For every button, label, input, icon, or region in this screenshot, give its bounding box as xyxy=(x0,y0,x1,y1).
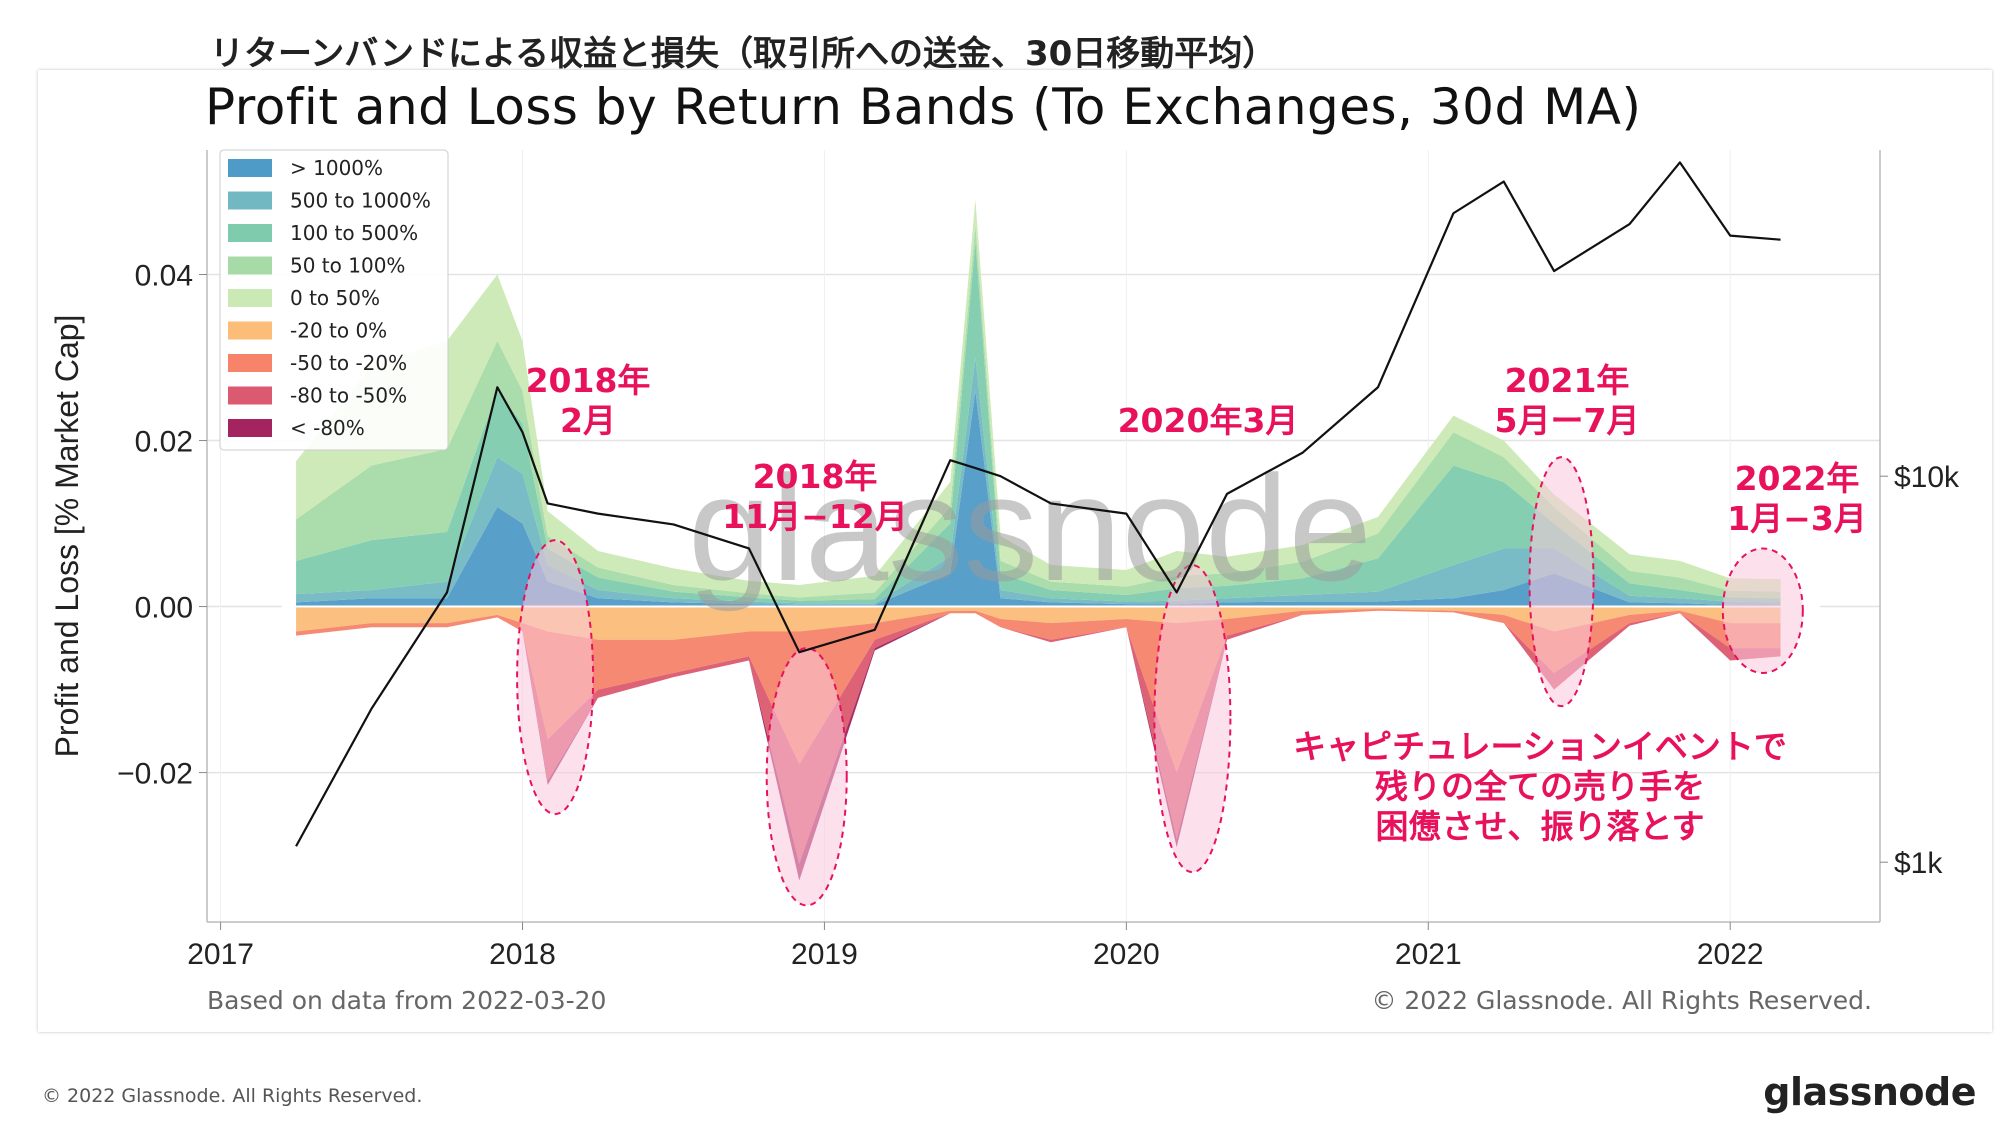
area-20-to-0 xyxy=(296,606,1781,640)
legend-box xyxy=(219,149,449,451)
area-100-to-500 xyxy=(296,241,1781,604)
price-line xyxy=(295,161,1781,847)
annotation-may-jul-2021: 2021年 xyxy=(1505,361,1630,400)
highlight-nov-dec-2018 xyxy=(765,647,848,907)
legend-swatch xyxy=(228,159,272,177)
y2-tick-label: $1k xyxy=(1894,847,1943,880)
chart-title: Profit and Loss by Return Bands (To Exch… xyxy=(205,78,1642,136)
japanese-title: リターンバンドによる収益と損失（取引所への送金、30日移動平均） xyxy=(210,34,1277,74)
legend-swatch xyxy=(228,191,272,210)
y-tick-label: 0.02 xyxy=(135,426,193,459)
annotation-may-jul-2021: 5月ー7月 xyxy=(1495,401,1640,440)
page-copyright: © 2022 Glassnode. All Rights Reserved. xyxy=(42,1085,423,1107)
data-date-note: Based on data from 2022-03-20 xyxy=(207,986,607,1015)
legend-label: 0 to 50% xyxy=(290,286,380,310)
annotation-capitulation-note: 困憊させ、振り落とす xyxy=(1375,807,1704,846)
legend-swatch xyxy=(228,321,272,340)
legend-label: 100 to 500% xyxy=(290,221,418,245)
brand-logo: glassnode xyxy=(1763,1070,1976,1114)
x-tick-label: 2021 xyxy=(1395,938,1462,971)
legend-swatch xyxy=(228,289,272,307)
annotation-nov-dec-2018: 2018年 xyxy=(753,457,878,496)
y-tick-label: 0.00 xyxy=(135,592,193,625)
event-highlights xyxy=(516,456,1804,907)
legend-swatch xyxy=(228,224,272,242)
annotation-mar-2020: 2020年3月 xyxy=(1118,401,1299,440)
legend-swatch xyxy=(228,354,272,372)
annotation-capitulation-note: キャピチュレーションイベントで xyxy=(1293,727,1787,766)
legend-label: < -80% xyxy=(290,416,365,440)
x-tick-label: 2019 xyxy=(791,938,858,971)
x-tick-label: 2022 xyxy=(1697,938,1764,971)
legend-label: 50 to 100% xyxy=(290,254,405,278)
y-tick-label: 0.04 xyxy=(135,260,193,293)
highlight-mar-2020 xyxy=(1153,564,1232,874)
annotation-feb-2018: 2月 xyxy=(560,401,616,440)
legend-label: -20 to 0% xyxy=(290,319,387,343)
price-line-group xyxy=(295,161,1781,847)
legend-label: -50 to -20% xyxy=(290,351,407,375)
x-tick-label: 2020 xyxy=(1093,938,1160,971)
annotations: 2018年2月2018年11月−12月2020年3月2021年5月ー7月2022… xyxy=(526,361,1867,846)
area-50-to-100 xyxy=(296,224,1781,601)
legend-swatch xyxy=(228,386,272,405)
legend-label: 500 to 1000% xyxy=(290,189,431,213)
chart-copyright: © 2022 Glassnode. All Rights Reserved. xyxy=(1371,986,1872,1015)
annotation-nov-dec-2018: 11月−12月 xyxy=(722,497,908,536)
y2-tick-label: $10k xyxy=(1894,461,1960,494)
highlight-may-jul-2021 xyxy=(1528,456,1595,708)
annotation-jan-mar-2022: 1月−3月 xyxy=(1727,499,1867,538)
annotation-capitulation-note: 残りの全ての売り手を xyxy=(1375,767,1705,806)
axes: −0.02 0.00 0.02 0.04 2017 2018 2019 2020 2021 202… xyxy=(49,150,1960,971)
annotation-feb-2018: 2018年 xyxy=(526,361,651,400)
x-tick-label: 2018 xyxy=(489,938,556,971)
highlight-jan-mar-2022 xyxy=(1721,547,1804,674)
y-axis-label: Profit and Loss [% Market Cap] xyxy=(49,315,85,758)
watermark-text: glassnode xyxy=(688,444,1372,612)
y-tick-label: −0.02 xyxy=(117,758,193,791)
legend-label: -80 to -50% xyxy=(290,384,407,408)
legend-label: > 1000% xyxy=(290,156,383,180)
annotation-jan-mar-2022: 2022年 xyxy=(1735,459,1860,498)
legend: > 1000% 500 to 1000% 100 to 500% 50 to 100%… xyxy=(219,149,449,451)
area-50-to-20 xyxy=(296,609,1781,773)
legend-swatch xyxy=(228,419,272,437)
x-tick-label: 2017 xyxy=(187,938,254,971)
area-0-to-50 xyxy=(296,199,1781,598)
legend-swatch xyxy=(228,256,272,275)
highlight-feb-2018 xyxy=(516,539,595,816)
